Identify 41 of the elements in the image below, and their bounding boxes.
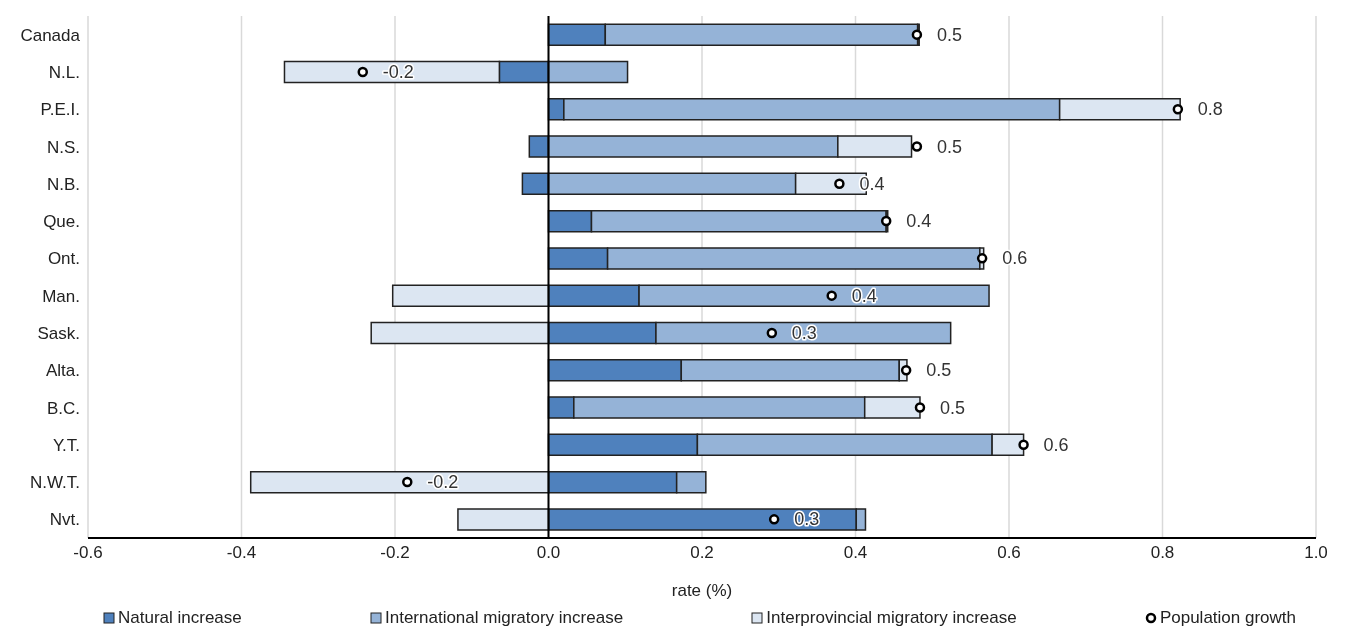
legend-label: Population growth (1159, 608, 1296, 628)
legend-label: Interprovincial migratory increase (766, 608, 1017, 628)
data-label: -0.2 (427, 472, 459, 493)
x-tick-label: -0.4 (226, 543, 257, 563)
data-label: 0.5 (936, 24, 962, 45)
x-tick-label: -0.6 (73, 543, 103, 563)
data-label: 0.3 (794, 509, 820, 530)
legend-label: Natural increase (118, 608, 242, 628)
x-tick-label: -0.2 (380, 543, 410, 563)
legend-label: International migratory increase (384, 608, 624, 628)
x-tick-label: 0.0 (536, 543, 561, 563)
y-tick-label: B.C. (46, 398, 80, 418)
x-tick-label: 0.2 (690, 543, 714, 563)
y-tick-label: N.W.T. (29, 473, 80, 493)
x-tick-label: 0.8 (1150, 543, 1175, 563)
data-label: 0.5 (936, 136, 962, 157)
x-tick-label: 0.6 (997, 543, 1021, 563)
y-tick-label: N.S. (46, 137, 80, 157)
data-label: 0.5 (939, 397, 965, 418)
data-label: 0.3 (791, 322, 817, 343)
y-tick-label: N.B. (46, 174, 80, 194)
y-tick-label: Y.T. (52, 435, 80, 455)
data-label: 0.4 (906, 211, 932, 232)
data-label: 0.6 (1043, 434, 1069, 455)
x-tick-label: 1.0 (1304, 543, 1328, 563)
y-tick-label: N.L. (48, 62, 80, 82)
data-label: 0.8 (1197, 99, 1223, 120)
y-tick-label: Que. (43, 212, 80, 232)
data-label: -0.2 (382, 61, 414, 82)
y-tick-label: Alta. (45, 361, 80, 381)
y-tick-label: Ont. (47, 249, 80, 269)
x-tick-label: 0.4 (843, 543, 868, 563)
data-label: 0.6 (1002, 248, 1028, 269)
y-tick-label: P.E.I. (40, 100, 80, 120)
y-tick-label: Man. (42, 286, 80, 306)
data-label: 0.5 (926, 360, 952, 381)
y-tick-label: Sask. (37, 323, 80, 343)
data-label: 0.4 (851, 285, 877, 306)
y-tick-label: Nvt. (49, 510, 80, 530)
y-tick-label: Canada (20, 25, 81, 45)
x-axis-title: rate (%) (671, 581, 733, 600)
